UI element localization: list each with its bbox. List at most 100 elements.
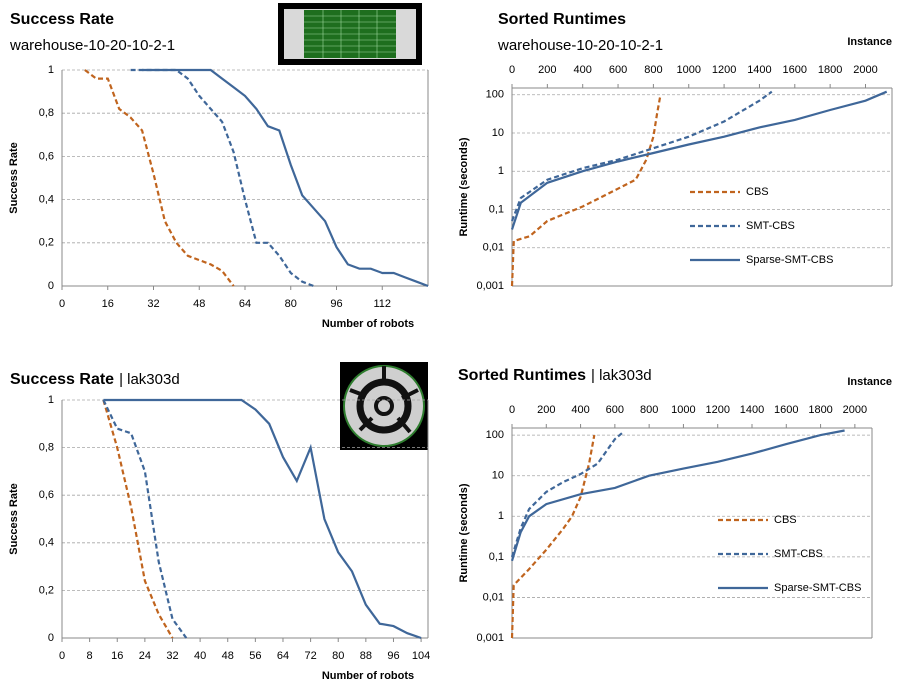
x-tick-label: 32 (166, 650, 178, 662)
chart-subtitle: | lak303d (119, 371, 180, 388)
x-tick-label: 200 (538, 64, 556, 76)
y-tick-label: 0,1 (489, 203, 504, 215)
y-tick-label: 0,2 (39, 237, 54, 249)
x-tick-label: 1000 (671, 404, 695, 416)
series-line (510, 90, 773, 222)
x-tick-label: 96 (330, 298, 342, 310)
x-tick-label: 1600 (783, 64, 807, 76)
x-tick-label: 0 (509, 64, 515, 76)
x-tick-label: 48 (193, 298, 205, 310)
x-tick-label: 16 (102, 298, 114, 310)
x-tick-label: 64 (277, 650, 289, 662)
x-tick-label: 600 (606, 404, 624, 416)
legend-label: CBS (774, 514, 797, 526)
chart-title: Success Rate (10, 371, 114, 388)
y-tick-label: 0,8 (39, 107, 54, 119)
x-tick-label: 1000 (677, 64, 701, 76)
series-line (510, 431, 625, 558)
x-tick-label: 1400 (747, 64, 771, 76)
legend-label: Sparse-SMT-CBS (746, 254, 833, 266)
x-tick-label: 64 (239, 298, 251, 310)
y-axis-label: Success Rate (8, 483, 20, 555)
y-tick-label: 0,8 (39, 442, 54, 454)
x-tick-label: 2000 (853, 64, 877, 76)
y-axis-label: Runtime (seconds) (458, 483, 470, 582)
series-line (103, 398, 422, 640)
y-tick-label: 100 (486, 89, 504, 101)
series-line (102, 399, 188, 639)
y-tick-label: 10 (492, 127, 504, 139)
legend-label: CBS (746, 186, 769, 198)
x-tick-label: 80 (285, 298, 297, 310)
series-line (102, 399, 174, 639)
x-tick-label: 104 (412, 650, 430, 662)
x-tick-label: 200 (537, 404, 555, 416)
x-tick-label: 16 (111, 650, 123, 662)
series-line (510, 94, 662, 287)
x-tick-label: 48 (222, 650, 234, 662)
legend-label: SMT-CBS (746, 220, 795, 232)
chart-panel: Sorted Runtimes | lak303d 0,001 0,01 0,1 1 10 1… (458, 367, 892, 644)
chart-title: Sorted Runtimes (458, 367, 586, 384)
x-tick-label: 2000 (843, 404, 867, 416)
y-tick-label: 100 (486, 429, 504, 441)
x-tick-label: 56 (249, 650, 261, 662)
x-tick-label: 800 (640, 404, 658, 416)
x-axis-label: Number of robots (322, 670, 414, 682)
x-tick-label: 1400 (740, 404, 764, 416)
warehouse-thumbnail (278, 3, 422, 65)
y-tick-label: 0,6 (39, 489, 54, 501)
x-tick-label: 600 (609, 64, 627, 76)
x-tick-label: 32 (147, 298, 159, 310)
x-axis-label: Number of robots (322, 318, 414, 330)
x-tick-label: 40 (194, 650, 206, 662)
series-line (510, 90, 888, 230)
series-line (510, 429, 845, 562)
x-axis-label: Instance (847, 376, 892, 388)
x-tick-label: 8 (87, 650, 93, 662)
y-tick-label: 0,6 (39, 150, 54, 162)
chart-subtitle: warehouse-10-20-10-2-1 (9, 37, 175, 54)
series-line (84, 69, 235, 287)
y-tick-label: 1 (498, 165, 504, 177)
chart-subtitle: warehouse-10-20-10-2-1 (497, 37, 663, 54)
x-tick-label: 0 (59, 650, 65, 662)
chart-panel: Success Rate | lak303d 0 0,2 0,4 0,6 0,8 1 0 8 16 2… (8, 371, 430, 682)
chart-subtitle: | lak303d (591, 367, 652, 384)
y-tick-label: 1 (498, 510, 504, 522)
legend-label: SMT-CBS (774, 548, 823, 560)
x-tick-label: 1200 (705, 404, 729, 416)
chart-panel: Success Rate warehouse-10-20-10-2-1 0 0,2 0,… (8, 11, 429, 330)
y-tick-label: 0,4 (39, 194, 54, 206)
chart-title: Success Rate (10, 11, 114, 28)
y-tick-label: 0,01 (483, 591, 504, 603)
x-tick-label: 72 (304, 650, 316, 662)
x-tick-label: 80 (332, 650, 344, 662)
x-tick-label: 0 (509, 404, 515, 416)
x-tick-label: 24 (139, 650, 151, 662)
lak303d-thumbnail (340, 362, 428, 450)
y-axis-label: Success Rate (8, 142, 20, 214)
legend-label: Sparse-SMT-CBS (774, 582, 861, 594)
x-tick-label: 1200 (712, 64, 736, 76)
x-tick-label: 400 (574, 64, 592, 76)
series-line (510, 434, 596, 639)
x-tick-label: 112 (373, 298, 391, 310)
x-tick-label: 800 (644, 64, 662, 76)
series-line (130, 68, 314, 288)
x-tick-label: 400 (571, 404, 589, 416)
y-tick-label: 10 (492, 470, 504, 482)
y-tick-label: 0 (48, 632, 54, 644)
x-tick-label: 1800 (818, 64, 842, 76)
x-axis-label: Instance (847, 36, 892, 48)
y-tick-label: 0,1 (489, 551, 504, 563)
x-tick-label: 1800 (808, 404, 832, 416)
y-tick-label: 0,2 (39, 584, 54, 596)
x-tick-label: 96 (387, 650, 399, 662)
y-tick-label: 0,001 (476, 280, 504, 292)
y-tick-label: 0,01 (483, 242, 504, 254)
x-tick-label: 88 (360, 650, 372, 662)
y-tick-label: 0,001 (476, 632, 504, 644)
y-tick-label: 1 (48, 64, 54, 76)
